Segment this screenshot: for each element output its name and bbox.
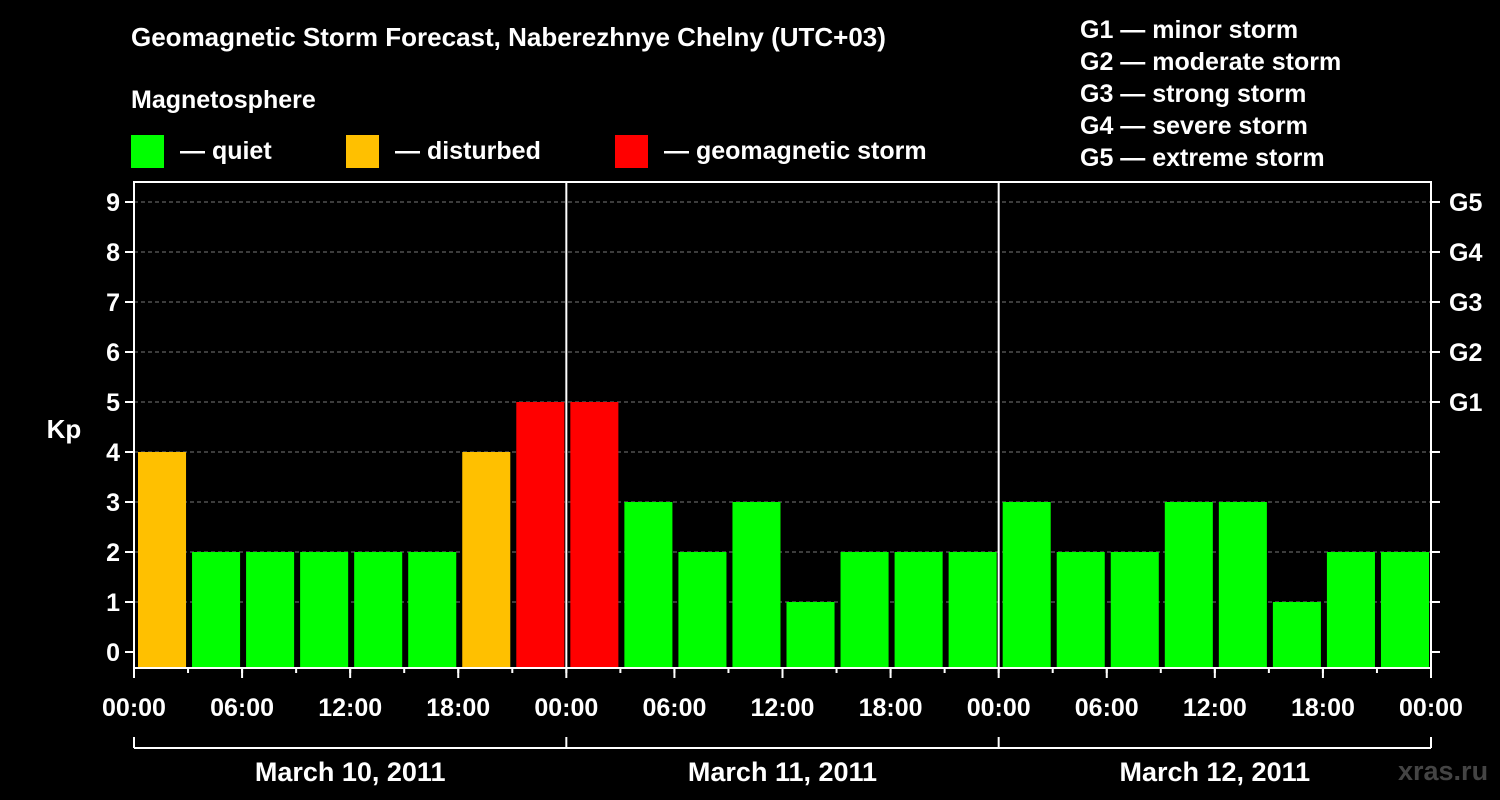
x-tick-label: 06:00 (210, 694, 274, 722)
x-tick-label: 18:00 (859, 694, 923, 722)
kp-bar (354, 552, 403, 668)
y-tick-label: 3 (106, 489, 120, 517)
x-tick-label: 12:00 (1183, 694, 1247, 722)
g-scale-g3: G3 — strong storm (1080, 80, 1307, 108)
kp-bar (1326, 552, 1375, 668)
legend-quiet-label: — quiet (180, 136, 272, 165)
kp-bar (1110, 552, 1159, 668)
x-tick-label: 18:00 (1291, 694, 1355, 722)
kp-bar (1218, 502, 1267, 668)
y-tick-label: 8 (106, 239, 120, 267)
kp-bar (246, 552, 295, 668)
legend-disturbed-swatch (346, 134, 379, 168)
y-tick-label: 2 (106, 539, 120, 567)
kp-bar (1056, 552, 1105, 668)
kp-bar (408, 552, 457, 668)
x-tick-label: 12:00 (318, 694, 382, 722)
y-tick-label: 5 (106, 389, 120, 417)
kp-bar (1164, 502, 1213, 668)
watermark: xras.ru (1398, 756, 1489, 786)
g-axis-label: G2 (1449, 339, 1482, 367)
y-axis-label: Kp (47, 414, 82, 444)
kp-bar (1272, 602, 1321, 668)
kp-bar (192, 552, 241, 668)
y-tick-label: 1 (106, 589, 120, 617)
kp-bar (300, 552, 349, 668)
legend-storm-swatch (615, 134, 648, 168)
x-tick-label: 12:00 (751, 694, 815, 722)
legend-disturbed: — disturbed (346, 134, 541, 168)
day-label: March 11, 2011 (688, 757, 877, 787)
y-tick-label: 4 (106, 439, 120, 467)
x-tick-label: 00:00 (534, 694, 598, 722)
g-axis-label: G3 (1449, 289, 1482, 317)
kp-bar (570, 402, 619, 668)
g-scale-g4: G4 — severe storm (1080, 112, 1308, 140)
legend-disturbed-label: — disturbed (395, 136, 541, 165)
kp-bar (732, 502, 781, 668)
legend-quiet: — quiet (131, 134, 272, 168)
g-scale-g1: G1 — minor storm (1080, 16, 1299, 44)
g-axis-label: G4 (1449, 239, 1482, 267)
kp-bar (624, 502, 673, 668)
kp-bar (894, 552, 943, 668)
g-scale-g2: G2 — moderate storm (1080, 48, 1342, 76)
x-tick-label: 06:00 (642, 694, 706, 722)
legend-storm: — geomagnetic storm (615, 134, 927, 168)
y-tick-label: 9 (106, 189, 120, 217)
kp-bar (786, 602, 835, 668)
g-axis-label: G5 (1449, 189, 1482, 217)
g-axis-label: G1 (1449, 389, 1482, 417)
kp-bar (948, 552, 997, 668)
legend-storm-label: — geomagnetic storm (664, 136, 927, 165)
kp-bar (138, 452, 187, 668)
magnetosphere-label: Magnetosphere (131, 86, 316, 114)
kp-bar (1380, 552, 1429, 668)
day-label: March 12, 2011 (1120, 757, 1311, 787)
y-tick-label: 0 (106, 639, 120, 667)
kp-bar (840, 552, 889, 668)
g-scale-legend: G1 — minor storm G2 — moderate storm G3 … (1080, 14, 1341, 174)
x-tick-label: 00:00 (102, 694, 166, 722)
g-scale-g5: G5 — extreme storm (1080, 144, 1325, 172)
kp-bar (678, 552, 727, 668)
x-tick-label: 06:00 (1075, 694, 1139, 722)
x-tick-label: 00:00 (967, 694, 1031, 722)
kp-bar (1002, 502, 1051, 668)
kp-bar (516, 402, 565, 668)
legend-quiet-swatch (131, 134, 164, 168)
kp-bar (462, 452, 511, 668)
chart-title: Geomagnetic Storm Forecast, Naberezhnye … (131, 22, 886, 52)
day-label: March 10, 2011 (255, 757, 446, 787)
x-tick-label: 00:00 (1399, 694, 1463, 722)
x-tick-label: 18:00 (426, 694, 490, 722)
y-tick-label: 6 (106, 339, 120, 367)
y-tick-label: 7 (106, 289, 120, 317)
